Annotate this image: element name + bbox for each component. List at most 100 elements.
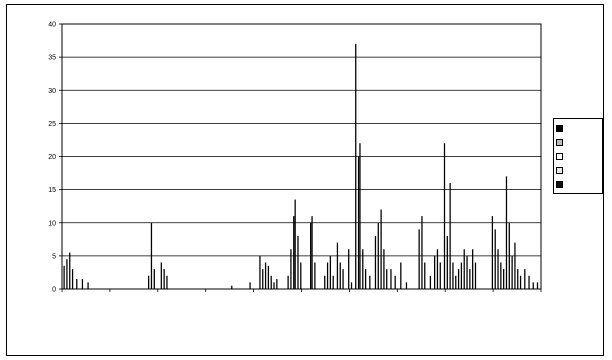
bar xyxy=(505,176,508,289)
bar xyxy=(394,275,396,289)
bar xyxy=(418,229,420,289)
bar xyxy=(517,269,519,289)
bar xyxy=(383,249,385,289)
bar xyxy=(491,216,494,289)
bar xyxy=(424,262,426,289)
bar xyxy=(332,275,334,289)
y-tick-label: 20 xyxy=(48,154,56,161)
legend-swatch xyxy=(556,138,563,146)
bar xyxy=(508,222,510,289)
bar xyxy=(536,282,539,289)
legend-item xyxy=(556,165,565,175)
bar xyxy=(166,275,168,289)
bar xyxy=(148,275,150,289)
bar xyxy=(336,242,339,289)
bar xyxy=(342,269,344,289)
bar xyxy=(310,222,312,289)
bar xyxy=(259,255,261,289)
legend-swatch xyxy=(556,166,563,174)
bar xyxy=(231,285,233,289)
bar xyxy=(364,269,367,289)
bar xyxy=(463,249,465,289)
bar xyxy=(377,222,379,289)
legend-item xyxy=(556,179,565,189)
bar xyxy=(455,275,457,289)
bar xyxy=(66,259,68,289)
bar xyxy=(297,236,299,289)
bar xyxy=(76,279,78,289)
bar xyxy=(276,279,278,289)
bar xyxy=(350,282,353,289)
legend-swatch xyxy=(556,180,563,188)
bar xyxy=(524,269,526,289)
bar xyxy=(300,262,302,289)
y-tick-label: 10 xyxy=(48,220,56,227)
bar xyxy=(153,269,155,289)
bar xyxy=(532,282,534,289)
bar xyxy=(270,275,272,289)
y-axis-label xyxy=(18,110,30,230)
bar xyxy=(439,262,441,289)
bar xyxy=(314,262,316,289)
bar xyxy=(150,222,153,289)
bar xyxy=(87,282,89,289)
legend-item xyxy=(556,137,565,147)
bar xyxy=(446,236,448,289)
bar xyxy=(497,249,499,289)
legend xyxy=(553,118,603,194)
bar xyxy=(339,262,341,289)
bar xyxy=(494,229,496,289)
bar xyxy=(452,262,454,289)
bar xyxy=(400,262,402,289)
y-tick-label: 40 xyxy=(48,22,56,29)
bar xyxy=(329,255,332,289)
bar xyxy=(71,269,74,289)
bar xyxy=(290,249,292,289)
bar xyxy=(433,255,436,289)
bar xyxy=(500,262,502,289)
bar xyxy=(267,265,270,289)
bar xyxy=(348,249,350,289)
bar xyxy=(262,269,264,289)
bar xyxy=(436,249,439,289)
bar xyxy=(293,216,295,289)
legend-swatch xyxy=(556,152,563,160)
bar xyxy=(81,279,84,289)
bar xyxy=(249,282,251,289)
bar xyxy=(449,183,451,289)
y-tick-label: 30 xyxy=(48,88,56,95)
bar xyxy=(160,262,162,289)
bar xyxy=(514,242,516,289)
bar xyxy=(528,275,530,289)
bar xyxy=(421,216,423,289)
bar xyxy=(390,269,392,289)
y-tick-label: 15 xyxy=(48,187,56,194)
bar xyxy=(357,156,360,289)
y-tick-label: 0 xyxy=(52,287,56,294)
y-tick-label: 5 xyxy=(52,253,56,260)
bar xyxy=(511,255,513,289)
bar xyxy=(457,269,460,289)
bar xyxy=(374,236,377,289)
bar xyxy=(355,43,357,289)
bar xyxy=(359,143,361,289)
bar xyxy=(469,269,471,289)
bar xyxy=(474,262,477,289)
bar xyxy=(163,269,165,289)
bar xyxy=(460,262,463,289)
bar xyxy=(63,265,65,289)
bar xyxy=(380,209,382,289)
bar xyxy=(311,216,313,289)
bar xyxy=(294,199,296,289)
bar xyxy=(443,143,446,289)
y-tick-label: 25 xyxy=(48,121,56,128)
bar xyxy=(326,262,329,289)
bar xyxy=(69,252,71,289)
bar xyxy=(472,249,474,289)
legend-item xyxy=(556,123,565,133)
bar xyxy=(519,275,522,289)
bar xyxy=(287,275,289,289)
legend-item xyxy=(556,151,565,161)
bar xyxy=(466,255,468,289)
